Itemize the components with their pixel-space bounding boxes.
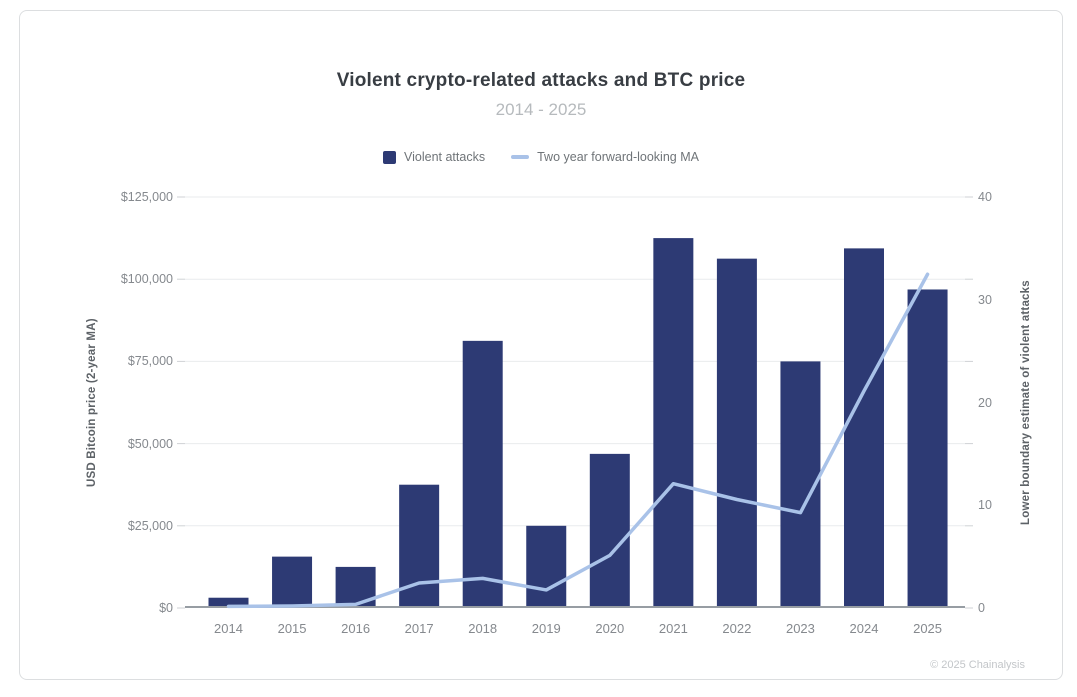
x-axis-label-2014: 2014 [214, 621, 243, 636]
line-swatch-icon [511, 155, 530, 159]
bar-2016 [335, 566, 376, 608]
right-axis-tick-labels: 40 30 20 10 0 [978, 190, 1018, 615]
ma-line [226, 272, 930, 609]
bar-2025 [907, 289, 948, 608]
x-axis-label-2025: 2025 [913, 621, 943, 636]
legend-label: Violent attacks [404, 150, 486, 164]
x-axis-label-2017: 2017 [404, 621, 434, 636]
chart-title: Violent crypto-related attacks and BTC p… [336, 70, 746, 91]
x-axis-label-2015: 2015 [277, 621, 307, 636]
left-axis-tick-labels: $125,000 $100,000 $75,000 $50,000 $25,000 $0 [103, 190, 173, 615]
left-axis-label: $50,000 [127, 436, 173, 451]
bar-2015 [272, 556, 313, 608]
left-axis-label: $75,000 [127, 354, 173, 369]
x-axis-label-2022: 2022 [722, 621, 752, 636]
right-axis-label: 30 [978, 292, 992, 307]
left-axis-label: $100,000 [120, 272, 173, 287]
x-axis-tick-labels: 2014 2015 2016 2017 2018 2019 2020 2021 2022 2023… [185, 621, 965, 641]
left-axis-label: $25,000 [127, 518, 173, 533]
left-axis-label: $125,000 [120, 190, 173, 204]
x-axis-label-2023: 2023 [785, 621, 815, 636]
legend-item-forward-ma: Two year forward-looking MA [511, 150, 699, 164]
chart-subtitle: 2014 - 2025 [495, 100, 587, 119]
right-axis-label: 40 [978, 190, 992, 204]
left-axis-title: USD Bitcoin price (2-year MA) [86, 318, 98, 487]
right-axis-label: 20 [978, 395, 992, 410]
chart-canvas [177, 196, 973, 609]
right-axis-title: Lower boundary estimate of violent attac… [1020, 280, 1032, 525]
x-axis-label-2016: 2016 [341, 621, 371, 636]
chart-card: Violent crypto-related attacks and BTC p… [19, 10, 1063, 680]
legend: Violent attacks Two year forward-looking… [20, 150, 1062, 164]
x-axis-label-2024: 2024 [849, 621, 879, 636]
bar-2018 [462, 340, 503, 608]
plot-area [177, 196, 973, 609]
bar-2022 [716, 258, 757, 608]
x-axis-label-2020: 2020 [595, 621, 625, 636]
x-axis-label-2018: 2018 [468, 621, 498, 636]
legend-label: Two year forward-looking MA [537, 150, 699, 164]
x-axis-label-2021: 2021 [658, 621, 688, 636]
bar-2020 [589, 453, 630, 608]
bar-2021 [653, 238, 694, 608]
left-axis-label: $0 [159, 601, 173, 615]
right-axis-label: 0 [978, 601, 985, 615]
legend-item-violent-attacks: Violent attacks [383, 150, 485, 164]
bar-swatch-icon [383, 150, 397, 164]
bar-2019 [526, 525, 567, 608]
right-axis-label: 10 [978, 498, 992, 513]
bar-2014 [208, 597, 249, 608]
x-axis-label-2019: 2019 [531, 621, 561, 636]
attribution: © 2025 Chainalysis [930, 659, 1025, 671]
bar-2024 [844, 248, 884, 608]
